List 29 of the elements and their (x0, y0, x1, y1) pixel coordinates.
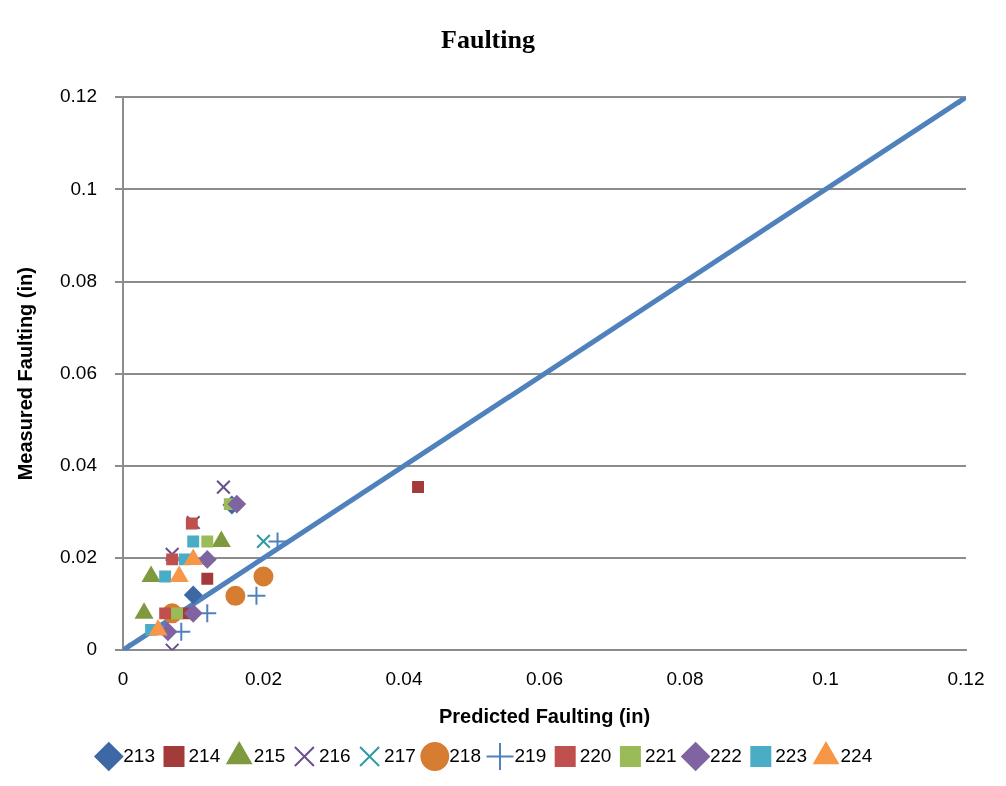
x-tick-label: 0.1 (812, 667, 839, 689)
y-tick-label: 0.1 (70, 177, 97, 199)
legend-label: 219 (514, 744, 547, 766)
legend-label: 217 (384, 744, 416, 766)
x-tick-label: 0.08 (666, 667, 704, 689)
legend-label: 215 (253, 744, 286, 766)
legend-label: 221 (644, 744, 677, 766)
y-tick-label: 0.06 (60, 361, 97, 383)
x-tick-label: 0.02 (244, 667, 282, 689)
x-tick-label: 0.12 (947, 667, 985, 689)
legend-label: 224 (840, 744, 873, 766)
legend-label: 216 (318, 744, 351, 766)
legend-label: 220 (579, 744, 612, 766)
x-axis-title: Predicted Faulting (in) (438, 704, 651, 727)
x-tick-label: 0.06 (526, 667, 563, 689)
legend-label: 214 (188, 744, 221, 766)
y-tick-label: 0.12 (60, 85, 97, 107)
y-tick-label: 0 (86, 638, 97, 660)
legend-label: 218 (449, 744, 481, 766)
y-tick-label: 0.04 (60, 454, 98, 476)
y-axis-title: Measured Faulting (in) (13, 267, 36, 481)
y-tick-label: 0.08 (60, 269, 97, 291)
legend-label: 222 (710, 744, 742, 766)
legend-label: 213 (123, 744, 155, 766)
x-tick-label: 0.04 (385, 667, 423, 689)
chart-title: Faulting (441, 25, 535, 55)
y-tick-label: 0.02 (60, 546, 97, 568)
legend-label: 223 (775, 744, 808, 766)
x-tick-label: 0 (117, 667, 129, 689)
